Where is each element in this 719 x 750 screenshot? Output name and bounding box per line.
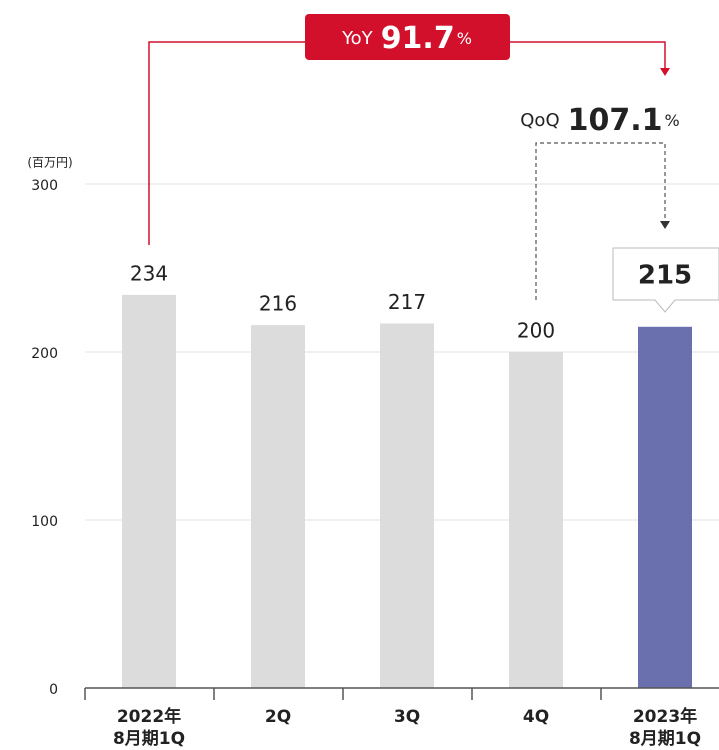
yoy-title: YoY [341,28,374,49]
x-tick-label: 3Q [393,707,421,727]
yoy-value: 91.7 [381,21,455,56]
unit-label: (百万円) [27,156,72,170]
yoy-unit: % [457,29,472,48]
value-label: 200 [517,319,555,343]
bar [509,352,563,688]
qoq-value: 107.1 [568,103,663,138]
y-tick-label: 200 [31,346,58,362]
y-tick-label: 0 [49,682,58,698]
yoy-label: YoY 91.7% [341,21,472,56]
qoq-title: QoQ [520,110,559,131]
qoq-arrow [660,221,670,229]
bar [251,325,305,688]
callout-box [612,247,719,313]
value-label: 216 [259,292,297,316]
yoy-arrow [660,68,670,76]
x-tick-label: 2022年 8月期1Q [112,707,186,749]
value-label: 215 [638,261,692,291]
y-tick-label: 100 [31,514,58,530]
yoy-box [305,14,510,60]
bar [122,294,176,688]
y-tick-label: 300 [31,178,58,194]
x-tick-label: 2023年 8月期1Q [628,707,702,749]
bar [638,326,692,688]
qoq-unit: % [665,111,680,130]
x-tick-label: 4Q [522,707,550,727]
qoq-label: QoQ 107.1% [520,103,679,138]
value-label: 234 [130,261,168,285]
qoq-connector [535,142,666,300]
yoy-connector [148,41,666,245]
bar [380,323,434,688]
value-label: 217 [388,290,426,314]
x-tick-label: 2Q [264,707,292,727]
